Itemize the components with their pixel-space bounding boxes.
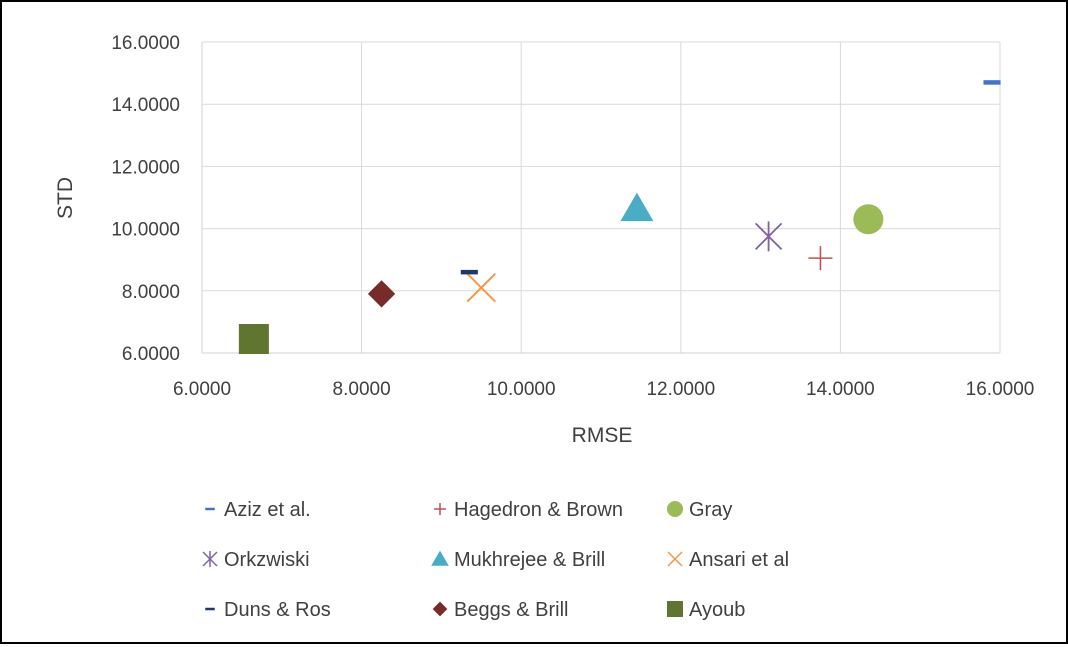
- data-point-orkzwiski: [754, 221, 783, 252]
- legend-marker: [205, 607, 215, 611]
- legend-marker: [431, 550, 449, 566]
- x-tick-label: 12.0000: [646, 379, 715, 400]
- data-point-beggs-brill: [367, 280, 396, 308]
- legend-label: Mukhrejee & Brill: [454, 549, 605, 571]
- legend-item-gray: Gray: [667, 499, 732, 521]
- legend-marker: [202, 550, 218, 568]
- x-tick-label: 6.0000: [173, 379, 231, 400]
- x-axis-title: RMSE: [572, 424, 633, 447]
- data-point-gray: [853, 204, 884, 235]
- legend-item-orkzwiski: Orkzwiski: [202, 549, 310, 571]
- axes: 6.0000 8.0000 10.0000 12.0000 14.0000 16.0000…: [111, 33, 1034, 400]
- legend-item-beggs-brill: Beggs & Brill: [432, 599, 569, 621]
- legend-label: Aziz et al.: [224, 499, 311, 521]
- legend-item-duns-ros: Duns & Ros: [205, 599, 331, 621]
- y-axis-title: STD: [54, 177, 77, 219]
- legend-marker: [432, 601, 448, 617]
- data-point-duns-ros: [460, 269, 478, 275]
- data-point-aziz-et-al: [983, 80, 1001, 85]
- gridlines: [201, 41, 1001, 354]
- data-point-ayoub: [238, 324, 269, 355]
- legend: Aziz et al. Hagedron & Brown Gray Orkzwiski…: [202, 499, 789, 621]
- legend-label: Ayoub: [689, 599, 745, 621]
- legend-item-mukhrejee-brill: Mukhrejee & Brill: [431, 549, 605, 571]
- x-tick-label: 14.0000: [806, 379, 875, 400]
- legend-label: Gray: [689, 499, 732, 521]
- y-tick-label: 12.0000: [111, 157, 180, 178]
- y-tick-label: 6.0000: [122, 344, 180, 365]
- legend-item-aziz-et-al: Aziz et al.: [205, 499, 311, 521]
- y-tick-label: 16.0000: [111, 33, 180, 54]
- y-tick-label: 10.0000: [111, 220, 180, 241]
- legend-label: Duns & Ros: [224, 599, 331, 621]
- legend-item-ansari-et-al: Ansari et al: [667, 549, 789, 571]
- legend-item-hagedron-brown: Hagedron & Brown: [434, 499, 623, 521]
- legend-marker: [667, 551, 683, 567]
- legend-marker: [667, 501, 683, 517]
- data-point-mukhrejee-brill: [620, 192, 654, 222]
- legend-label: Hagedron & Brown: [454, 499, 623, 521]
- legend-item-ayoub: Ayoub: [667, 599, 745, 621]
- legend-label: Ansari et al: [689, 549, 789, 571]
- legend-label: Beggs & Brill: [454, 599, 569, 621]
- x-tick-label: 10.0000: [487, 379, 556, 400]
- y-tick-label: 14.0000: [111, 95, 180, 116]
- legend-marker: [434, 503, 446, 515]
- legend-label: Orkzwiski: [224, 549, 310, 571]
- data-point-ansari-et-al: [466, 272, 496, 303]
- legend-marker: [667, 601, 683, 617]
- data-points: [238, 80, 1001, 355]
- data-point-hagedron-brown: [808, 246, 833, 271]
- x-tick-label: 8.0000: [333, 379, 391, 400]
- y-tick-label: 8.0000: [122, 282, 180, 303]
- x-tick-label: 16.0000: [966, 379, 1035, 400]
- legend-marker: [205, 507, 215, 511]
